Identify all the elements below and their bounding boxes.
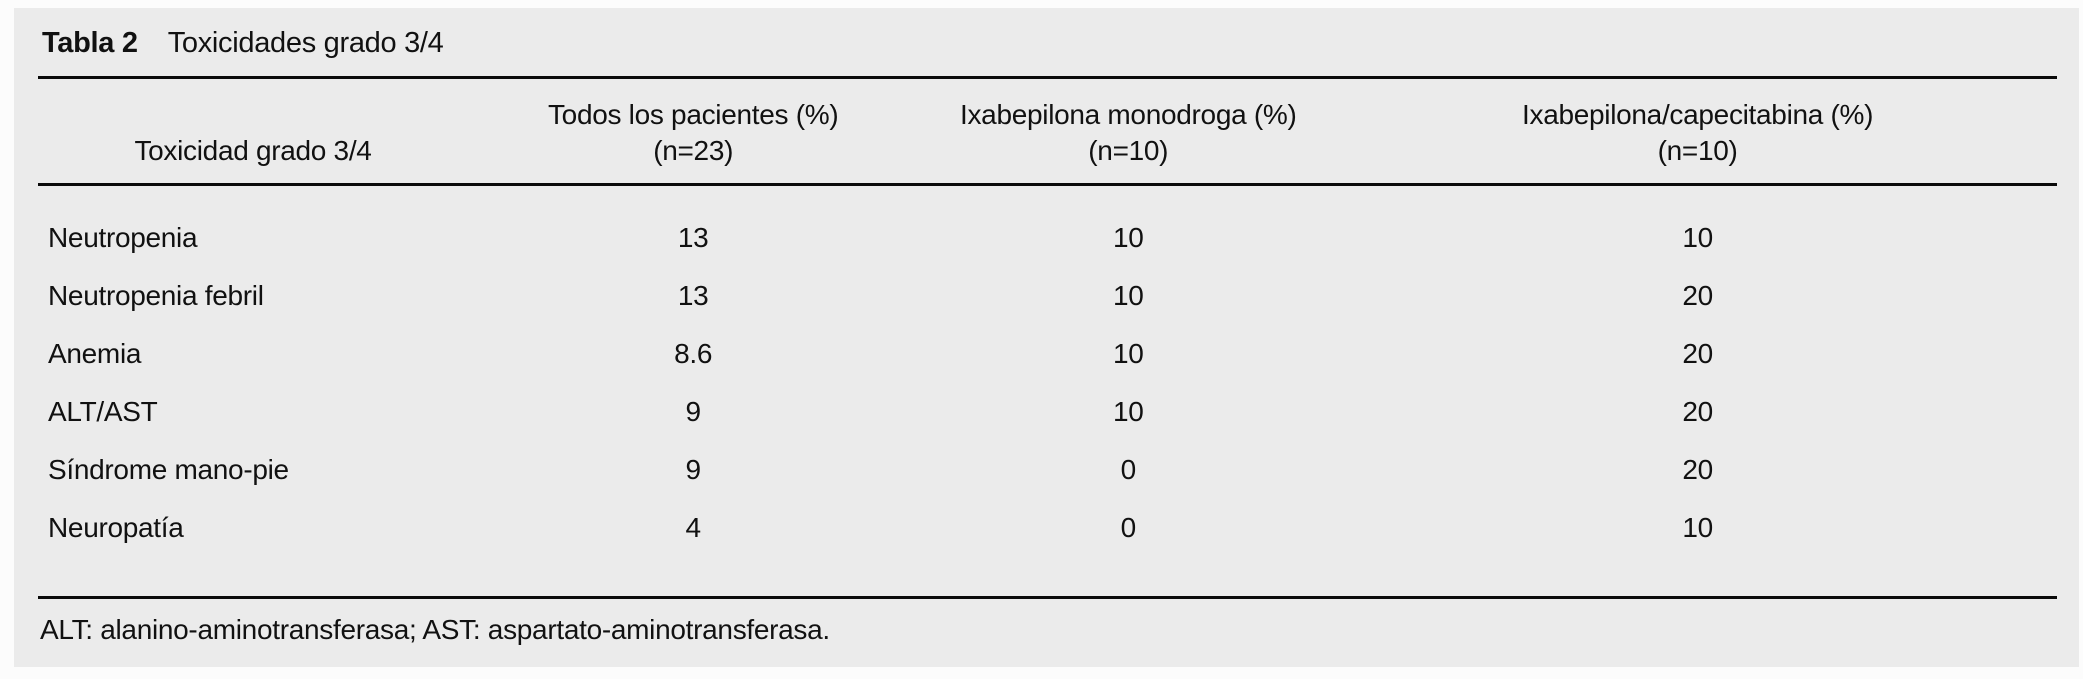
table-panel: Tabla 2 Toxicidades grado 3/4 Toxicidad g… bbox=[14, 8, 2079, 667]
cell-monodroga: 10 bbox=[1112, 338, 1144, 369]
toxicity-table: Toxicidad grado 3/4 Todos los pacientes … bbox=[38, 76, 2057, 599]
row-label: Síndrome mano-pie bbox=[48, 454, 289, 485]
table-row: Anemia 8.6 10 20 bbox=[38, 325, 2057, 383]
table-content: Tabla 2 Toxicidades grado 3/4 Toxicidad g… bbox=[14, 8, 2079, 647]
cell-todos: 9 bbox=[685, 396, 702, 427]
cell-monodroga: 0 bbox=[1120, 512, 1137, 543]
column-header-todos: Todos los pacientes (%) (n=23) bbox=[468, 76, 919, 186]
row-label: Neutropenia bbox=[48, 222, 198, 253]
row-label: Anemia bbox=[48, 338, 142, 369]
row-label: Neuropatía bbox=[48, 512, 184, 543]
header-line2: (n=10) bbox=[1657, 135, 1738, 166]
cell-capecitabina: 20 bbox=[1682, 396, 1713, 427]
header-line1: Toxicidad grado 3/4 bbox=[134, 135, 372, 166]
cell-monodroga: 10 bbox=[1112, 222, 1144, 253]
header-line2: (n=23) bbox=[653, 135, 734, 166]
table-header: Toxicidad grado 3/4 Todos los pacientes … bbox=[38, 76, 2057, 186]
cell-monodroga: 10 bbox=[1112, 280, 1144, 311]
cell-monodroga: 0 bbox=[1120, 454, 1137, 485]
table-row: Neutropenia febril 13 10 20 bbox=[38, 267, 2057, 325]
column-header-monodroga: Ixabepilona monodroga (%) (n=10) bbox=[918, 76, 1339, 186]
cell-capecitabina: 10 bbox=[1682, 222, 1713, 253]
cell-capecitabina: 20 bbox=[1682, 338, 1713, 369]
header-line1: Todos los pacientes (%) bbox=[547, 99, 839, 130]
cell-todos: 13 bbox=[677, 280, 709, 311]
table-row: Síndrome mano-pie 9 0 20 bbox=[38, 441, 2057, 499]
table-number: Tabla 2 bbox=[42, 27, 138, 59]
cell-todos: 13 bbox=[677, 222, 709, 253]
header-line2: (n=10) bbox=[1088, 135, 1169, 166]
row-label: ALT/AST bbox=[48, 396, 158, 427]
header-line1: Ixabepilona/capecitabina (%) bbox=[1522, 99, 1874, 130]
header-row: Toxicidad grado 3/4 Todos los pacientes … bbox=[38, 76, 2057, 186]
table-title: Toxicidades grado 3/4 bbox=[167, 27, 444, 59]
cell-capecitabina: 10 bbox=[1682, 512, 1713, 543]
table-body: Neutropenia 13 10 10 Neutropenia febril … bbox=[38, 185, 2057, 598]
cell-todos: 4 bbox=[685, 512, 702, 543]
cell-todos: 9 bbox=[685, 454, 702, 485]
cell-todos: 8.6 bbox=[674, 338, 713, 369]
cell-capecitabina: 20 bbox=[1682, 280, 1713, 311]
row-label: Neutropenia febril bbox=[48, 280, 264, 311]
column-header-toxicidad: Toxicidad grado 3/4 bbox=[38, 76, 469, 186]
column-header-capecitabina: Ixabepilona/capecitabina (%) (n=10) bbox=[1338, 76, 2057, 186]
cell-capecitabina: 20 bbox=[1682, 454, 1713, 485]
header-line1: Ixabepilona monodroga (%) bbox=[960, 99, 1297, 130]
table-row: ALT/AST 9 10 20 bbox=[38, 383, 2057, 441]
cell-monodroga: 10 bbox=[1112, 396, 1144, 427]
table-row: Neuropatía 4 0 10 bbox=[38, 499, 2057, 598]
table-row: Neutropenia 13 10 10 bbox=[38, 185, 2057, 268]
table-caption: Tabla 2 Toxicidades grado 3/4 bbox=[38, 8, 2057, 60]
table-footnote: ALT: alanino-aminotransferasa; AST: aspa… bbox=[40, 614, 830, 645]
